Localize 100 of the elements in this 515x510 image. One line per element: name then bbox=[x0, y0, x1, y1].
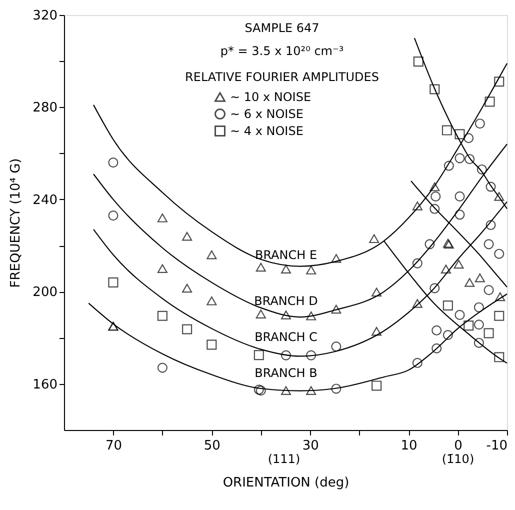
point bbox=[280, 386, 292, 395]
point bbox=[372, 326, 382, 336]
point bbox=[206, 340, 217, 350]
point bbox=[454, 310, 465, 320]
x-tick-label: 30 bbox=[302, 438, 319, 454]
point bbox=[474, 320, 484, 330]
point bbox=[280, 264, 292, 274]
point bbox=[442, 300, 453, 311]
point bbox=[484, 96, 495, 107]
point bbox=[494, 248, 504, 259]
point bbox=[474, 338, 484, 348]
point bbox=[486, 220, 496, 230]
point bbox=[430, 191, 441, 202]
annotation: RELATIVE FOURIER AMPLITUDES bbox=[185, 70, 379, 84]
annotation: BRANCH C bbox=[254, 330, 318, 344]
point bbox=[442, 125, 452, 136]
text: (1̄10) bbox=[442, 452, 474, 466]
point bbox=[484, 285, 494, 296]
point bbox=[412, 358, 422, 368]
point bbox=[331, 342, 342, 352]
x-tick-label: 50 bbox=[204, 438, 220, 454]
point bbox=[412, 201, 422, 210]
point bbox=[464, 133, 474, 144]
point bbox=[412, 299, 422, 308]
point bbox=[464, 278, 475, 287]
y-axis-title: FREQUENCY (10⁴ G) bbox=[8, 158, 24, 288]
point bbox=[331, 304, 342, 314]
y-tick-label: 320 bbox=[32, 8, 58, 24]
point bbox=[454, 260, 464, 269]
point bbox=[108, 210, 118, 221]
point bbox=[254, 350, 264, 360]
legend-label: ~ 10 x NOISE bbox=[230, 90, 312, 104]
point bbox=[256, 310, 266, 318]
point bbox=[280, 310, 292, 320]
annotation: p* = 3.5 x 10²⁰ cm⁻³ bbox=[220, 44, 344, 58]
point bbox=[454, 191, 465, 202]
point bbox=[454, 129, 465, 140]
y-tick-label: 280 bbox=[32, 100, 58, 116]
point bbox=[464, 154, 475, 164]
x-tick-label: 10 bbox=[400, 438, 418, 454]
point bbox=[306, 266, 316, 274]
point bbox=[474, 118, 485, 129]
x-tick-label: 0 bbox=[454, 438, 462, 454]
point bbox=[430, 84, 440, 94]
point bbox=[182, 284, 192, 293]
point bbox=[454, 153, 465, 164]
annotation: BRANCH E bbox=[254, 248, 318, 262]
x-tick-label: -10 bbox=[486, 438, 508, 454]
point bbox=[157, 310, 168, 321]
legend-label: ~ 6 x NOISE bbox=[230, 107, 304, 121]
point bbox=[464, 320, 474, 331]
point bbox=[331, 384, 342, 394]
point bbox=[331, 254, 342, 263]
annotation: BRANCH B bbox=[254, 366, 318, 380]
point bbox=[494, 310, 504, 321]
x-tick-label: 70 bbox=[105, 438, 122, 454]
point bbox=[430, 204, 440, 214]
point bbox=[474, 273, 485, 282]
point bbox=[484, 239, 494, 250]
point bbox=[413, 56, 424, 67]
point bbox=[372, 380, 382, 391]
point bbox=[424, 239, 435, 250]
point bbox=[157, 213, 168, 222]
point bbox=[206, 250, 217, 260]
legend-label: ~ 4 x NOISE bbox=[230, 124, 304, 138]
point bbox=[182, 324, 192, 334]
point bbox=[430, 182, 440, 192]
y-tick-label: 200 bbox=[32, 285, 58, 300]
y-tick-label: 240 bbox=[32, 192, 58, 208]
point bbox=[206, 296, 217, 306]
point bbox=[432, 343, 442, 354]
point bbox=[157, 362, 168, 373]
annotation: SAMPLE 647 bbox=[244, 21, 320, 35]
point bbox=[476, 164, 487, 174]
point bbox=[494, 352, 504, 362]
point bbox=[412, 258, 422, 268]
point bbox=[474, 302, 484, 312]
point bbox=[369, 234, 380, 244]
x-axis-title: ORIENTATION (deg) bbox=[222, 476, 350, 490]
point bbox=[444, 160, 454, 171]
point bbox=[280, 350, 292, 360]
point bbox=[430, 283, 440, 294]
text: (111) bbox=[268, 452, 300, 466]
point bbox=[256, 262, 266, 272]
point bbox=[306, 311, 316, 320]
point bbox=[306, 386, 316, 395]
point bbox=[494, 76, 504, 87]
point bbox=[442, 330, 453, 340]
point bbox=[454, 210, 465, 220]
point bbox=[440, 264, 451, 274]
point bbox=[432, 325, 442, 336]
point bbox=[157, 264, 168, 274]
point bbox=[494, 192, 504, 201]
annotation: BRANCH D bbox=[254, 294, 318, 308]
point bbox=[182, 232, 192, 241]
point bbox=[484, 328, 494, 338]
point bbox=[108, 277, 118, 288]
point bbox=[372, 288, 382, 297]
y-tick-label: 160 bbox=[32, 377, 58, 392]
point bbox=[108, 158, 118, 168]
